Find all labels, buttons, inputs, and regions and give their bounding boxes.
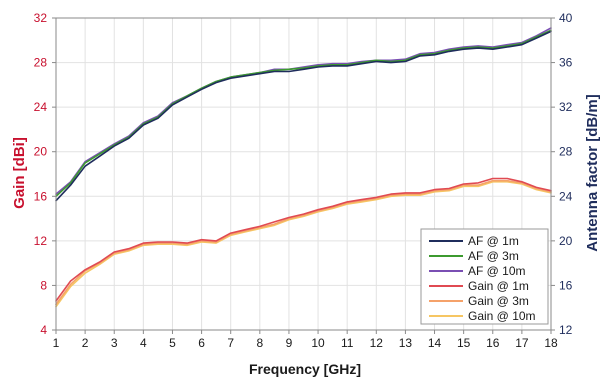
right-tick-label: 28 [559,145,573,159]
x-tick-label: 4 [140,336,147,350]
right-tick-label: 16 [559,278,573,292]
x-tick-label: 7 [227,336,234,350]
legend-label: Gain @ 10m [468,309,536,323]
left-tick-label: 28 [34,56,48,70]
right-tick-label: 20 [559,234,573,248]
right-axis-title: Antenna factor [dB/m] [584,94,601,252]
x-tick-label: 9 [286,336,293,350]
x-tick-label: 3 [111,336,118,350]
legend-box [420,228,549,325]
x-tick-label: 10 [311,336,325,350]
left-tick-label: 12 [34,234,48,248]
x-tick-label: 14 [428,336,442,350]
x-tick-label: 6 [198,336,205,350]
right-tick-label: 40 [559,11,573,25]
series-line-gain-3m [55,179,552,306]
tick-layer: 1 2 3 4 5 6 7 8 9 10 11 12 13 14 15 16 17 184812162024283… [34,11,573,350]
right-tick-label: 36 [559,56,573,70]
x-tick-label: 16 [486,336,500,350]
left-tick-label: 16 [34,189,48,203]
series-line-gain-1m [55,177,552,302]
series-line-af-3m [55,29,552,198]
left-tick-label: 20 [34,145,48,159]
plot-frame [55,17,552,331]
left-tick-label: 24 [34,100,48,114]
right-tick-label: 24 [559,189,573,203]
x-tick-label: 12 [370,336,384,350]
legend-label: AF @ 10m [468,264,526,278]
legend-label: Gain @ 1m [468,279,529,293]
legend-label: AF @ 3m [468,249,519,263]
x-tick-label: 1 [53,336,60,350]
legend-label: Gain @ 3m [468,294,529,308]
x-tick-label: 11 [341,336,354,350]
right-tick-label: 12 [559,323,573,337]
x-tick-label: 2 [82,336,89,350]
series-layer [55,27,552,308]
right-tick-label: 32 [559,100,573,114]
x-tick-label: 18 [544,336,558,350]
series-line-af-1m [55,30,552,202]
left-tick-label: 4 [40,323,47,337]
x-tick-label: 17 [515,336,529,350]
x-tick-label: 5 [169,336,176,350]
x-axis-title: Frequency [GHz] [249,361,361,377]
series-line-af-10m [55,27,552,195]
x-tick-label: 13 [399,336,413,350]
left-axis-title: Gain [dBi] [11,137,28,209]
left-tick-label: 32 [34,11,48,25]
x-tick-label: 15 [457,336,471,350]
x-tick-label: 8 [256,336,263,350]
left-tick-label: 8 [40,278,47,292]
legend-label: AF @ 1m [468,234,519,248]
series-line-gain-10m [55,181,552,308]
